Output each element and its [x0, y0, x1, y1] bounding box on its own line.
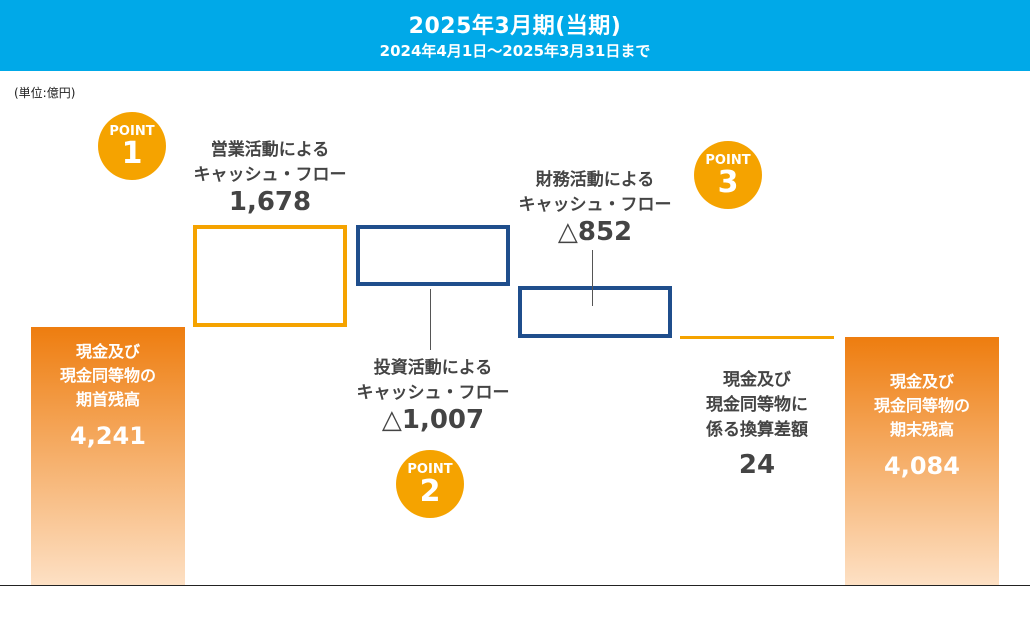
- closing-balance-label: 現金及び 現金同等物の 期末残高: [873, 372, 970, 439]
- operating-label: 営業活動による キャッシュ・フロー: [193, 140, 347, 185]
- financing-label: 財務活動による キャッシュ・フロー: [518, 170, 672, 215]
- point-badge-word: POINT: [109, 124, 155, 139]
- financing-value: △852: [557, 217, 633, 247]
- header-banner: 2025年3月期(当期) 2024年4月1日～2025年3月31日まで: [0, 0, 1030, 71]
- closing-balance-value: 4,084: [884, 452, 960, 480]
- opening-balance-label: 現金及び 現金同等物の 期首残高: [59, 342, 156, 409]
- point-badge-word: POINT: [705, 153, 751, 168]
- period-subtitle: 2024年4月1日～2025年3月31日まで: [379, 42, 651, 60]
- unit-label: (単位:億円): [14, 86, 76, 100]
- point-badge-1: POINT 1: [98, 112, 166, 180]
- fx-difference-label: 現金及び 現金同等物に 係る換算差額: [706, 370, 808, 440]
- fx-difference-bar: [680, 335, 834, 339]
- fx-difference-value: 24: [738, 450, 776, 480]
- chart-baseline: [0, 585, 1030, 586]
- point-badge-number: 1: [121, 136, 143, 171]
- point-badge-number: 2: [419, 474, 441, 509]
- operating-bar: [193, 224, 347, 327]
- point-badge-number: 3: [717, 165, 739, 200]
- investing-bar: [356, 224, 510, 287]
- point-badge-3: POINT 3: [694, 141, 762, 209]
- page-title: 2025年3月期(当期): [408, 14, 622, 39]
- point-badge-word: POINT: [407, 462, 453, 477]
- investing-value: △1,007: [381, 405, 485, 435]
- closing-balance-bar: [845, 336, 999, 585]
- financing-bar: [518, 286, 672, 338]
- investing-label: 投資活動による キャッシュ・フロー: [356, 358, 510, 403]
- financing-leader-line: [592, 250, 593, 306]
- opening-balance-bar: [31, 327, 185, 585]
- point-badge-2: POINT 2: [396, 450, 464, 518]
- opening-balance-value: 4,241: [70, 422, 146, 450]
- operating-value: 1,678: [228, 187, 312, 217]
- investing-leader-line: [430, 289, 431, 350]
